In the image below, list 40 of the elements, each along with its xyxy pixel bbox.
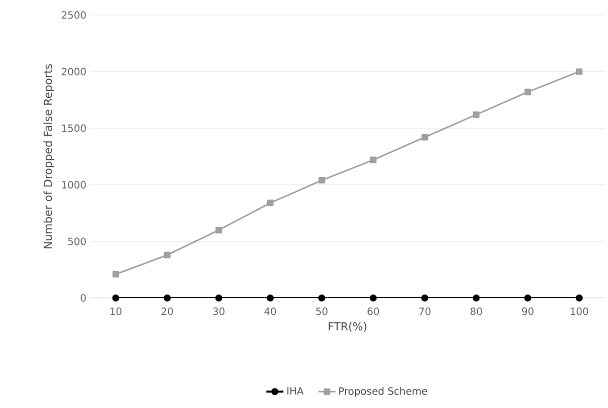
point (370, 156, 377, 164)
point (266, 294, 274, 302)
x-tick-label: 90 (522, 308, 534, 316)
x-tick-label: 60 (368, 308, 379, 316)
y-tick-label: 500 (68, 238, 86, 246)
point (473, 111, 480, 118)
point (524, 294, 532, 302)
x-tick-label: 30 (213, 308, 224, 316)
point (112, 270, 119, 278)
point (215, 294, 222, 302)
point (421, 294, 428, 302)
point (318, 294, 326, 302)
y-tick-label: 2000 (62, 68, 86, 76)
y-tick-label: 1000 (62, 181, 86, 189)
x-tick-label: 20 (162, 308, 173, 316)
point (576, 294, 583, 302)
point (267, 200, 274, 206)
point (112, 294, 120, 302)
point (472, 294, 480, 302)
point (576, 68, 582, 75)
y-tick-label: 1500 (62, 124, 86, 132)
x-tick-label: 80 (470, 308, 482, 316)
point (422, 134, 428, 141)
x-axis-title: FTR(%) (328, 322, 366, 332)
legend-label: Proposed Scheme (339, 387, 428, 397)
x-tick-label: 70 (419, 308, 430, 316)
legend-label: IHA (287, 387, 304, 395)
point (164, 252, 170, 258)
y-axis-title: Number of Dropped False Reports (44, 64, 54, 248)
y-tick-label: 0 (80, 294, 86, 302)
point (370, 294, 377, 302)
point (164, 294, 171, 302)
x-tick-label: 10 (110, 308, 122, 316)
x-tick-label: 40 (264, 308, 276, 316)
point (318, 177, 326, 184)
x-tick-label: 100 (570, 308, 588, 316)
point (216, 226, 222, 234)
point (524, 88, 531, 96)
x-tick-label: 50 (316, 308, 328, 316)
y-tick-label: 2500 (62, 11, 86, 19)
